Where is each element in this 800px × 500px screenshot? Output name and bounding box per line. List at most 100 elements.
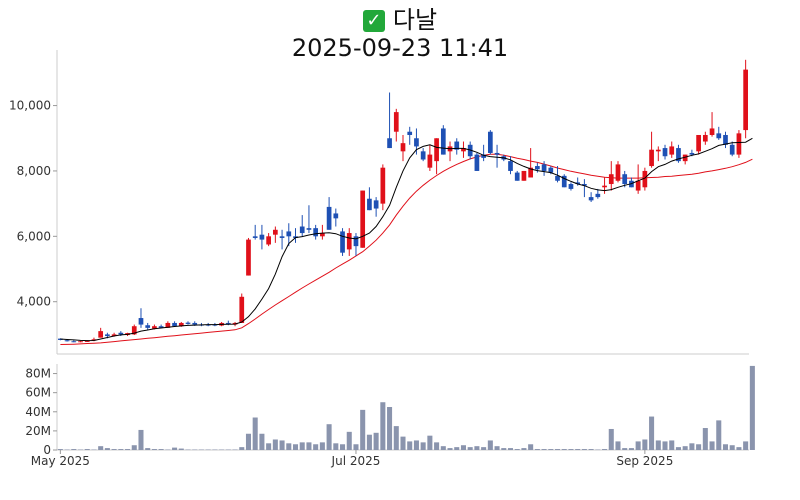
- candle-body: [178, 322, 184, 327]
- volume-bar: [521, 448, 527, 450]
- candle-body: [561, 175, 567, 188]
- volume-bar: [245, 433, 251, 450]
- candle-body: [313, 228, 319, 237]
- candle-body: [158, 326, 164, 328]
- volume-bar: [340, 444, 346, 450]
- volume-bar: [252, 417, 258, 450]
- volume-bar: [98, 446, 104, 450]
- volume-bar: [514, 449, 520, 450]
- volume-bar: [568, 449, 574, 450]
- candle-body: [602, 185, 607, 188]
- price-y-tick-label: 6,000: [17, 229, 51, 243]
- volume-bar: [212, 449, 218, 451]
- candle-body: [615, 164, 621, 181]
- volume-bar: [111, 449, 117, 450]
- candle-body: [669, 146, 675, 155]
- volume-bar: [702, 428, 708, 450]
- candle-body: [172, 322, 177, 327]
- volume-bar: [420, 442, 426, 450]
- candle-body: [434, 138, 439, 162]
- candle-body: [535, 166, 540, 170]
- volume-y-tick-label: 40M: [25, 405, 51, 419]
- candle-body: [279, 236, 285, 238]
- volume-bar: [440, 446, 446, 450]
- volume-bar: [346, 431, 352, 450]
- candle-body: [514, 172, 520, 181]
- volume-bar: [447, 448, 453, 450]
- candle-body: [595, 193, 601, 198]
- volume-bar: [400, 436, 406, 450]
- volume-bar: [145, 448, 151, 450]
- candle-body: [84, 340, 90, 342]
- candle-body: [487, 131, 493, 153]
- candle-body: [736, 133, 742, 155]
- candle-body: [98, 331, 104, 338]
- candle-body: [71, 341, 77, 343]
- candle-body: [145, 325, 151, 328]
- candle-body: [702, 134, 708, 142]
- candle-body: [299, 226, 305, 234]
- volume-bar: [91, 449, 97, 451]
- volume-bar: [709, 441, 715, 450]
- candle-body: [662, 148, 668, 157]
- candle-body: [729, 144, 735, 155]
- volume-bar: [655, 440, 661, 450]
- candle-body: [353, 236, 359, 247]
- candle-body: [642, 170, 648, 188]
- candle-body: [58, 338, 63, 340]
- candle-body: [427, 154, 433, 168]
- candle-body: [239, 296, 245, 323]
- volume-bar: [299, 442, 305, 450]
- volume-bar: [326, 424, 332, 450]
- volume-bar: [494, 446, 500, 450]
- candle-body: [246, 239, 251, 276]
- volume-bar: [743, 441, 749, 450]
- volume-bar: [393, 426, 399, 450]
- price-y-tick-label: 8,000: [17, 164, 51, 178]
- volume-y-tick-label: 60M: [25, 386, 51, 400]
- volume-bar: [239, 447, 245, 450]
- volume-bar: [427, 435, 433, 450]
- volume-bar: [749, 365, 755, 450]
- candle-body: [635, 180, 641, 191]
- volume-bar: [555, 449, 561, 450]
- candle-body: [111, 334, 117, 337]
- candle-body: [709, 128, 715, 135]
- candle-body: [360, 190, 366, 248]
- volume-bar: [548, 449, 554, 450]
- volume-bar: [373, 432, 379, 450]
- volume-bar: [185, 449, 191, 451]
- volume-bar: [172, 447, 178, 450]
- candle-body: [420, 151, 426, 160]
- x-tick-label: Jul 2025: [331, 454, 381, 468]
- volume-bar: [71, 449, 77, 450]
- candle-body: [743, 69, 748, 131]
- volume-bar: [581, 449, 587, 450]
- candle-body: [521, 170, 527, 181]
- candle-body: [454, 141, 460, 150]
- stock-name: 다날: [392, 6, 438, 34]
- volume-bar: [722, 444, 729, 450]
- volume-bar: [460, 445, 466, 450]
- volume-bar: [259, 433, 265, 450]
- volume-bar: [736, 447, 742, 450]
- candle-body: [555, 175, 560, 181]
- volume-bar: [407, 441, 413, 450]
- volume-bar: [675, 447, 681, 450]
- volume-bar: [716, 420, 722, 450]
- candle-body: [649, 149, 654, 167]
- volume-bar: [575, 449, 581, 450]
- volume-bar: [467, 447, 473, 450]
- volume-bar: [333, 443, 339, 450]
- candle-body: [655, 149, 661, 152]
- volume-bar: [319, 442, 325, 450]
- volume-bar: [588, 449, 594, 450]
- volume-bar: [151, 449, 157, 450]
- volume-bar: [219, 449, 225, 451]
- volume-bar: [507, 448, 514, 450]
- candle-body: [64, 340, 70, 342]
- volume-bar: [413, 440, 419, 450]
- volume-bar: [595, 449, 601, 451]
- volume-bar: [628, 448, 634, 450]
